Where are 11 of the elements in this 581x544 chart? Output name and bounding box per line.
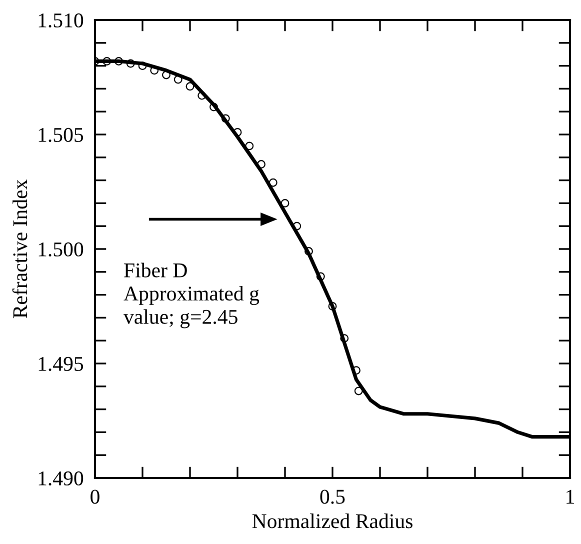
y-tick-label: 1.500 — [38, 242, 84, 257]
y-tick-label: 1.505 — [38, 128, 84, 142]
x-tick-label: 1 — [566, 490, 574, 504]
x-tick-label: 0 — [90, 490, 100, 504]
y-tick-label: 1.490 — [38, 471, 84, 486]
y-tick-label: 1.495 — [38, 356, 84, 372]
y-axis-title: Refractive Index — [12, 180, 28, 318]
x-tick-label: 0.5 — [320, 490, 345, 504]
annotation: Fiber D Approximated g value; g=2.45 — [124, 262, 260, 328]
y-tick-label: 1.510 — [38, 13, 84, 28]
x-axis-title: Normalized Radius — [252, 514, 412, 528]
